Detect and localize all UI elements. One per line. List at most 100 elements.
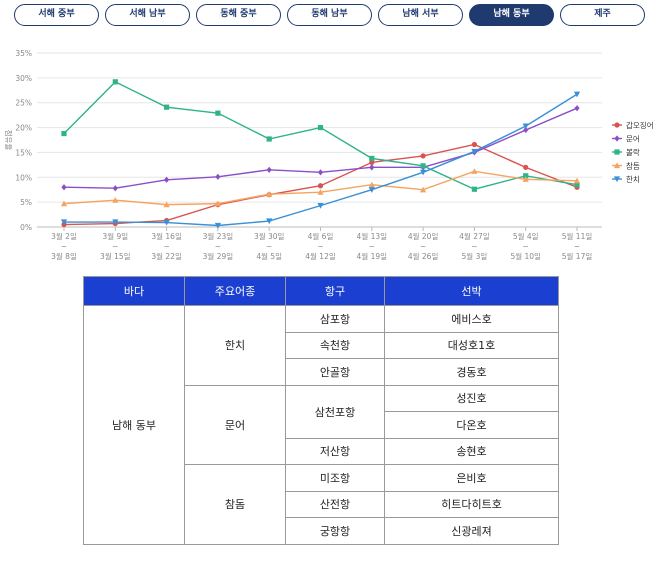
x-tick-separator: ~ [574, 242, 580, 251]
tab-seohae-jungbu[interactable]: 서해 중부 [14, 4, 99, 26]
data-point [60, 200, 68, 207]
table-row: 남해 동부 한치 삼포항 에비스호 [83, 305, 559, 545]
table-row: 문어 삼천포항 성진호 [84, 384, 559, 465]
table-row: 참돔 미조항 은비호 [84, 464, 559, 545]
x-tick-separator: ~ [112, 242, 118, 251]
legend-marker [614, 122, 620, 128]
ship-cell: 에비스호 [384, 305, 559, 333]
data-point [164, 176, 170, 183]
data-point [522, 176, 529, 182]
species-cell: 참돔 [184, 464, 286, 545]
data-point [523, 126, 529, 134]
data-point [369, 159, 375, 165]
data-point [368, 181, 375, 188]
y-tick-label: 30% [15, 74, 32, 83]
x-tick-label-end: 3월 8일 [51, 251, 77, 261]
x-tick-separator: ~ [369, 242, 375, 251]
data-point [574, 105, 580, 112]
legend-label: 갑오징어 [626, 120, 654, 130]
tab-jeju[interactable]: 제주 [560, 4, 645, 26]
data-point [317, 203, 324, 209]
x-tick-label-start: 4월 6일 [308, 231, 334, 241]
port-cell: 저산항 [285, 437, 385, 465]
table-body: 남해 동부 한치 삼포항 에비스호 속천항 대성호1호 안골항 경동호 문어 삼천포항 성진호 다온호… [83, 305, 559, 545]
data-point [61, 130, 67, 137]
tab-donghae-jungbu[interactable]: 동해 중부 [196, 4, 281, 26]
header-port: 항구 [285, 276, 385, 306]
data-point [369, 164, 375, 171]
table-row: 궁항항 신광레져 [84, 517, 559, 545]
data-point [163, 201, 170, 208]
x-tick-label-end: 3월 29일 [203, 251, 234, 261]
data-point [317, 169, 324, 176]
data-point [266, 136, 272, 142]
header-species: 주요어종 [184, 276, 286, 306]
data-point [317, 189, 324, 195]
x-tick-label-start: 4월 20일 [408, 231, 439, 241]
x-tick-separator: ~ [266, 242, 272, 251]
y-tick-label: 10% [15, 173, 32, 182]
data-point [60, 219, 68, 226]
data-point [112, 185, 118, 192]
x-tick-separator: ~ [61, 242, 67, 251]
x-tick-label-end: 4월 19일 [357, 251, 388, 261]
x-tick-label-end: 3월 15일 [100, 251, 131, 261]
tab-donghae-nambu[interactable]: 동해 남부 [287, 4, 372, 26]
y-tick-label: 20% [15, 124, 32, 133]
data-point [471, 141, 477, 148]
x-tick-label-start: 5월 4일 [513, 231, 539, 241]
x-tick-label-end: 5월 17일 [562, 251, 593, 261]
x-tick-label-start: 3월 16일 [151, 231, 182, 241]
data-point [266, 191, 273, 197]
port-cell: 삼포항 [285, 305, 385, 333]
y-tick-label: 5% [20, 198, 32, 207]
port-cell: 삼천포항 [285, 384, 385, 439]
legend-marker [614, 135, 620, 142]
y-tick-label: 35% [15, 49, 32, 58]
species-cell: 한치 [184, 305, 286, 386]
data-point [61, 184, 67, 191]
data-point [266, 218, 273, 225]
data-point [471, 186, 477, 192]
tab-namhae-seobu[interactable]: 남해 서부 [378, 4, 463, 26]
x-tick-label-end: 4월 12일 [305, 251, 336, 261]
data-point [214, 200, 221, 207]
data-point [471, 168, 478, 174]
header-sea: 바다 [83, 276, 185, 306]
ship-cell: 신광레져 [384, 517, 559, 545]
x-tick-separator: ~ [163, 242, 169, 251]
table-row: 저산항 송현호 [84, 437, 559, 465]
ship-cell: 경동호 [384, 358, 559, 386]
legend-label: 한치 [626, 175, 640, 184]
data-point [112, 197, 119, 203]
ship-cell: 히트다히트호 [384, 490, 559, 518]
table-row: 산전항 히트다히트호 [84, 490, 559, 518]
legend-label: 참돔 [626, 161, 640, 171]
legend-label: 문어 [626, 134, 640, 144]
x-tick-label-end: 4월 5일 [256, 251, 282, 261]
table-header-row: 바다 주요어종 항구 선박 [83, 276, 559, 306]
x-tick-label-end: 5월 3일 [462, 251, 488, 261]
x-tick-label-end: 4월 26일 [408, 251, 439, 261]
port-cell: 미조항 [285, 464, 385, 492]
port-cell: 속천항 [285, 331, 385, 359]
data-point [215, 110, 221, 116]
catch-table: 바다 주요어종 항구 선박 남해 동부 한치 삼포항 에비스호 속천항 대성호1호 안골항 경… [83, 276, 559, 545]
data-point [522, 123, 529, 130]
x-tick-separator: ~ [471, 242, 477, 251]
data-point [420, 163, 426, 169]
sea-region-tabs: 서해 중부 서해 남부 동해 중부 동해 남부 남해 서부 남해 동부 제주 [14, 4, 645, 28]
tab-namhae-dongbu[interactable]: 남해 동부 [469, 4, 554, 26]
ship-cell: 대성호1호 [384, 331, 559, 359]
header-ship: 선박 [384, 276, 559, 306]
y-tick-label: 25% [15, 99, 32, 108]
x-tick-label-end: 3월 22일 [151, 251, 182, 261]
sea-cell: 남해 동부 [83, 305, 185, 545]
x-tick-label-end: 5월 10일 [510, 251, 541, 261]
legend-marker [614, 149, 620, 155]
data-point [163, 219, 170, 226]
x-tick-label-start: 5월 11일 [562, 231, 593, 241]
ship-cell: 다온호 [384, 411, 559, 439]
data-point [523, 164, 529, 170]
tab-seohae-nambu[interactable]: 서해 남부 [105, 4, 190, 26]
